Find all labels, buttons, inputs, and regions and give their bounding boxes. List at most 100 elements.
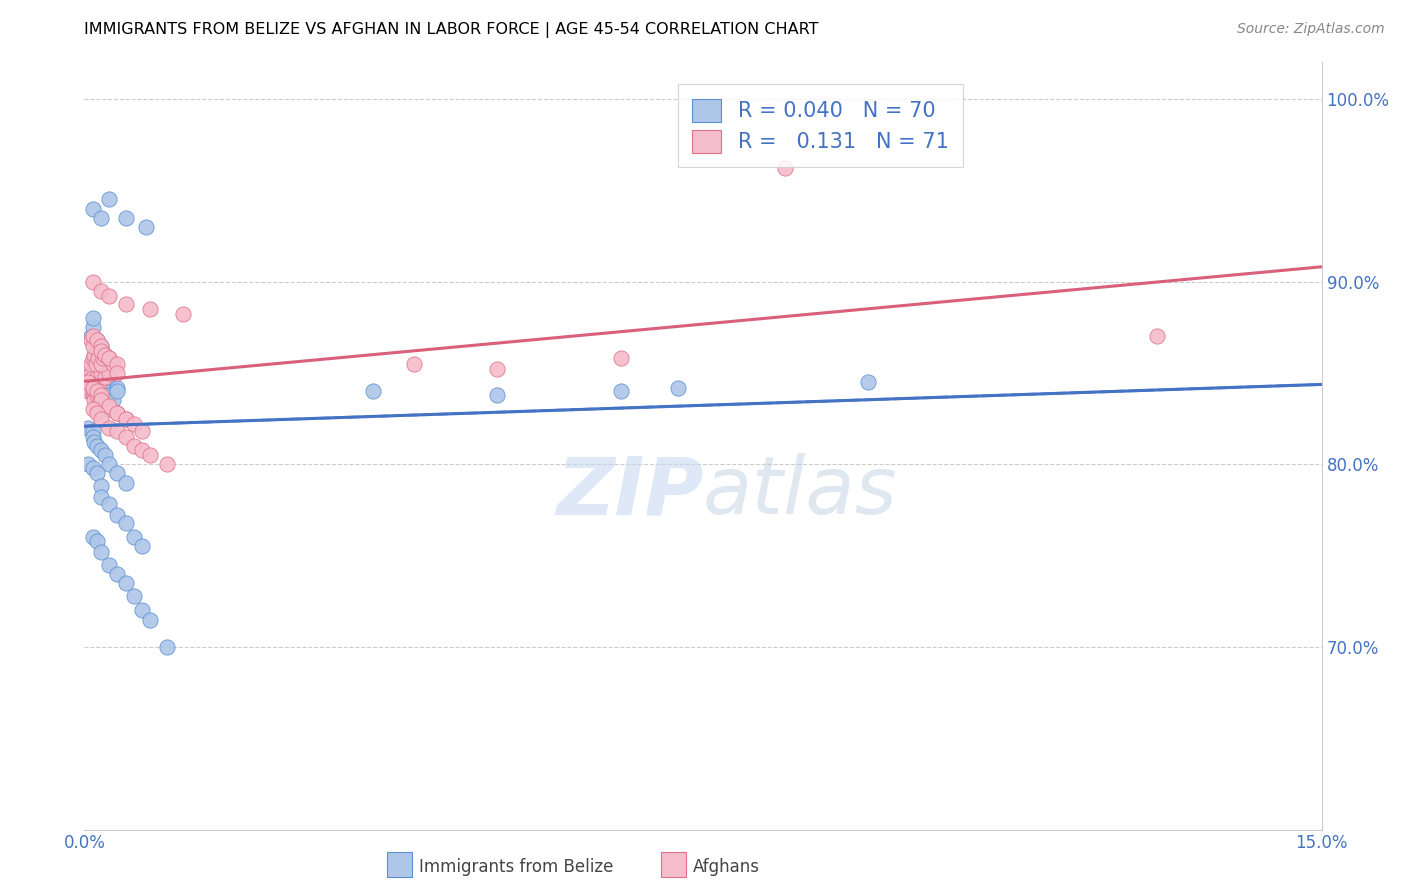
Point (105, 406, 128, 420)
Point (98, 421, 121, 435)
Point (98, 384, 121, 399)
Point (82, 380, 104, 394)
Point (609, 351, 631, 366)
Point (105, 380, 128, 394)
Point (122, 530, 145, 544)
Point (156, 457, 179, 471)
Point (105, 406, 128, 420)
Point (114, 516, 136, 530)
Text: IMMIGRANTS FROM BELIZE VS AFGHAN IN LABOR FORCE | AGE 45-54 CORRELATION CHART: IMMIGRANTS FROM BELIZE VS AFGHAN IN LABO… (84, 22, 818, 38)
Point (82, 351, 104, 366)
Point (1146, 329, 1168, 343)
Point (94, 399, 117, 413)
Point (90, 393, 112, 408)
Point (90, 378, 112, 392)
Point (82, 357, 104, 371)
Point (83, 375, 105, 389)
Point (94, 393, 117, 408)
Point (82, 530, 104, 544)
Point (131, 603, 153, 617)
Point (98, 402, 121, 417)
Point (84, 357, 107, 371)
Point (86, 533, 108, 548)
Point (98, 380, 121, 394)
Point (114, 411, 136, 425)
Point (105, 425, 128, 439)
Point (775, 161, 797, 176)
Point (122, 417, 145, 431)
Point (105, 508, 128, 523)
Point (98, 351, 121, 366)
Text: atlas: atlas (703, 453, 898, 531)
Point (82, 338, 104, 352)
Point (114, 411, 136, 425)
Point (86, 406, 108, 420)
Point (82, 425, 104, 439)
Point (77, 375, 100, 389)
Point (94, 369, 117, 384)
Legend: R = 0.040   N = 70, R =   0.131   N = 71: R = 0.040 N = 70, R = 0.131 N = 71 (678, 85, 963, 168)
Point (86, 333, 108, 347)
Point (89, 393, 111, 408)
Point (82, 388, 104, 402)
Point (77, 384, 100, 399)
Point (98, 558, 121, 572)
Point (98, 498, 121, 512)
Point (404, 357, 426, 371)
Point (77, 457, 100, 471)
Point (77, 421, 100, 435)
Point (139, 301, 162, 316)
Point (89, 375, 111, 389)
Point (94, 348, 117, 362)
Point (114, 430, 136, 444)
Point (103, 357, 125, 371)
Point (139, 613, 162, 627)
Point (666, 380, 689, 394)
Point (90, 479, 112, 493)
Point (90, 351, 112, 366)
Point (856, 375, 879, 389)
Point (98, 366, 121, 380)
Text: Afghans: Afghans (693, 858, 761, 876)
Text: Source: ZipAtlas.com: Source: ZipAtlas.com (1237, 22, 1385, 37)
Point (90, 344, 112, 359)
Point (139, 448, 162, 462)
Point (82, 202, 104, 216)
Point (485, 388, 508, 402)
Point (105, 566, 128, 581)
Point (83, 393, 105, 408)
Point (80, 366, 103, 380)
Point (98, 362, 121, 376)
Point (485, 362, 508, 376)
Point (83, 348, 105, 362)
Point (80, 375, 103, 389)
Point (94, 357, 117, 371)
Point (90, 393, 112, 408)
Point (114, 211, 136, 225)
Point (90, 338, 112, 352)
Point (83, 435, 105, 450)
Point (83, 369, 105, 384)
Point (90, 357, 112, 371)
Point (84, 384, 107, 399)
Point (114, 576, 136, 591)
Point (114, 475, 136, 490)
Point (90, 388, 112, 402)
Point (82, 402, 104, 417)
Point (94, 448, 117, 462)
Point (98, 388, 121, 402)
Point (91, 388, 114, 402)
Point (94, 348, 117, 362)
Point (94, 384, 117, 399)
Point (105, 467, 128, 481)
Point (122, 439, 145, 453)
Point (90, 442, 112, 457)
Point (86, 351, 108, 366)
Point (90, 211, 112, 225)
Point (82, 320, 104, 334)
Point (90, 490, 112, 504)
Point (83, 357, 105, 371)
Point (98, 457, 121, 471)
Point (90, 284, 112, 298)
Point (105, 366, 128, 380)
